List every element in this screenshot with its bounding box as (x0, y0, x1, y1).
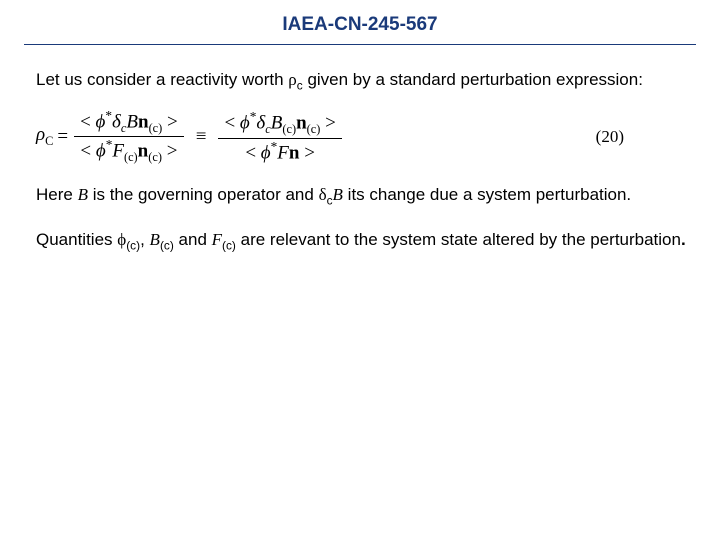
delta: δ (112, 111, 121, 132)
phi: ϕ (117, 230, 126, 249)
paragraph-quantities: Quantities ϕ(c), B(c) and F(c) are relev… (36, 229, 692, 254)
eq-lhs: ρC (36, 124, 53, 149)
fraction-1: < ϕ*δcBn(c) > < ϕ*F(c)n(c) > (74, 108, 184, 166)
sub: (c) (160, 238, 174, 252)
paragraph-here: Here B is the governing operator and δcB… (36, 184, 692, 209)
t: < (80, 141, 95, 162)
F: F (212, 230, 222, 249)
B2: B (333, 185, 343, 204)
n: n (138, 141, 149, 162)
phi: ϕ (96, 141, 106, 162)
frac1-den: < ϕ*F(c)n(c) > (74, 137, 183, 166)
equation-row: ρC = < ϕ*δcBn(c) > < ϕ*F(c)n(c) > ≡ < ϕ*… (36, 108, 692, 166)
B: B (271, 112, 283, 133)
equation-number: (20) (596, 127, 692, 147)
delta: δ (319, 185, 327, 204)
t: is the governing operator and (88, 185, 319, 204)
text: Let us consider a reactivity worth (36, 70, 288, 89)
text: given by a standard perturbation express… (303, 70, 643, 89)
t: Quantities (36, 230, 117, 249)
t: > (162, 111, 177, 132)
t: , (140, 230, 149, 249)
equals: = (57, 126, 68, 148)
equiv: ≡ (196, 126, 207, 148)
B: B (126, 111, 138, 132)
rho-sub: C (45, 134, 53, 148)
B: B (78, 185, 88, 204)
doc-code: IAEA-CN-245-567 (0, 14, 720, 36)
equation-block: ρC = < ϕ*δcBn(c) > < ϕ*F(c)n(c) > ≡ < ϕ*… (36, 108, 348, 166)
n: n (138, 111, 149, 132)
period: . (681, 230, 686, 249)
t: < (224, 112, 239, 133)
frac2-den: < ϕ*Fn > (239, 139, 321, 165)
sc: (c) (149, 121, 163, 135)
sc: (c) (307, 122, 321, 136)
phi: ϕ (96, 111, 106, 132)
sub: (c) (126, 238, 140, 252)
rho: ρ (36, 124, 45, 145)
sub: (c) (222, 238, 236, 252)
t: > (162, 141, 177, 162)
t: are relevant to the system state altered… (236, 230, 681, 249)
B: B (150, 230, 160, 249)
sc: (c) (148, 150, 162, 164)
paragraph-intro: Let us consider a reactivity worth ρc gi… (36, 69, 692, 94)
t: > (299, 142, 314, 163)
F: F (277, 142, 289, 163)
t: < (245, 142, 260, 163)
t: and (174, 230, 212, 249)
sc: (c) (124, 150, 138, 164)
n: n (289, 142, 300, 163)
t: its change due a system perturbation. (343, 185, 631, 204)
phi: ϕ (261, 142, 271, 163)
n: n (296, 112, 307, 133)
frac2-num: < ϕ*δcB(c)n(c) > (218, 109, 341, 138)
t: Here (36, 185, 78, 204)
rho-symbol: ρ (288, 70, 296, 89)
delta: δ (256, 112, 265, 133)
phi: ϕ (240, 112, 250, 133)
frac1-num: < ϕ*δcBn(c) > (74, 108, 184, 137)
t: < (80, 111, 95, 132)
fraction-2: < ϕ*δcB(c)n(c) > < ϕ*Fn > (218, 109, 341, 165)
t: > (320, 112, 335, 133)
F: F (112, 141, 124, 162)
sc: (c) (282, 122, 296, 136)
